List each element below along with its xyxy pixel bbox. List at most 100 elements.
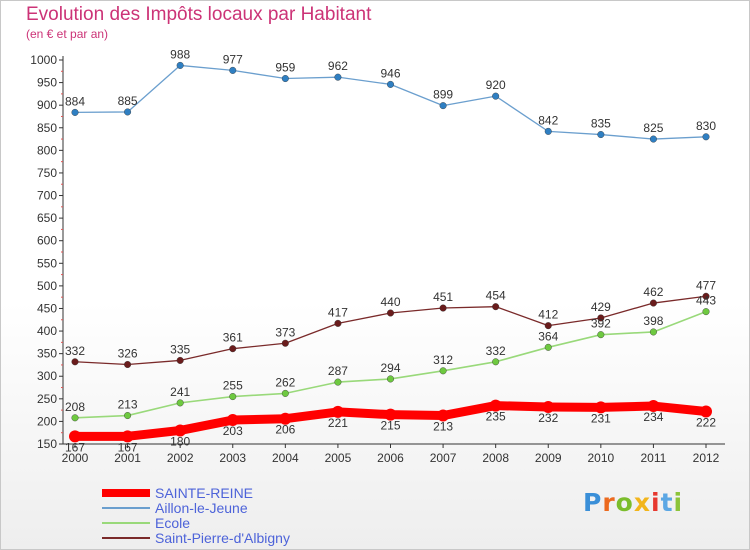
- data-label: 335: [170, 342, 190, 356]
- data-point: [387, 80, 395, 88]
- y-tick-label: 150: [37, 437, 57, 451]
- data-label: 255: [223, 379, 243, 393]
- y-tick-label: 800: [37, 143, 57, 157]
- data-label: 231: [591, 411, 611, 425]
- x-tick-label: 2012: [693, 451, 720, 465]
- data-point: [439, 367, 447, 375]
- data-label: 835: [591, 117, 611, 131]
- data-point: [544, 127, 552, 135]
- logo-letter: i: [651, 488, 661, 517]
- data-label: 417: [328, 305, 348, 319]
- data-point: [387, 375, 395, 383]
- y-tick-label: 300: [37, 369, 57, 383]
- data-point: [331, 405, 344, 418]
- y-axis: 150 200 250 300 350 400 450 500 550 600 650 700 750 8…: [30, 53, 64, 451]
- legend: SAINTE-REINEAillon-le-JeuneEcoleSaint-Pi…: [102, 485, 290, 546]
- data-label: 213: [118, 398, 138, 412]
- data-point: [649, 299, 657, 307]
- data-point: [649, 135, 657, 143]
- data-point: [69, 430, 81, 443]
- data-label: 884: [65, 94, 85, 108]
- data-point: [544, 343, 552, 351]
- y-tick-label: 1000: [30, 53, 57, 67]
- y-tick-label: 550: [37, 256, 57, 270]
- data-label: 361: [223, 331, 243, 345]
- data-label: 208: [65, 400, 85, 414]
- data-point: [229, 66, 237, 74]
- data-label: 946: [380, 66, 400, 80]
- data-point: [124, 360, 132, 368]
- data-point: [542, 400, 555, 413]
- data-label: 235: [486, 410, 506, 424]
- legend-label: Aillon-le-Jeune: [155, 500, 248, 516]
- data-label: 885: [118, 94, 138, 108]
- logo-letter: t: [660, 488, 674, 517]
- logo-letter: i: [673, 488, 684, 517]
- proxiti-logo: Proxiti: [583, 488, 683, 517]
- x-tick-label: 2005: [325, 451, 352, 465]
- x-tick-label: 2008: [482, 451, 509, 465]
- x-tick-label: 2002: [167, 451, 194, 465]
- data-point: [174, 424, 187, 437]
- x-tick-label: 2007: [430, 451, 457, 465]
- data-label: 899: [433, 88, 453, 102]
- data-point: [226, 414, 239, 427]
- x-tick-label: 2010: [587, 451, 614, 465]
- data-point: [594, 401, 607, 414]
- data-label: 977: [223, 52, 243, 66]
- x-tick-label: 2001: [114, 451, 141, 465]
- data-point: [176, 399, 184, 407]
- data-point: [439, 304, 447, 312]
- x-tick-label: 2011: [641, 451, 667, 465]
- data-point: [279, 412, 292, 425]
- y-tick-label: 400: [37, 324, 57, 338]
- data-point: [387, 309, 395, 317]
- x-tick-label: 2006: [377, 451, 404, 465]
- data-label: 462: [643, 285, 663, 299]
- data-label: 412: [538, 308, 558, 322]
- y-tick-label: 950: [37, 76, 57, 90]
- data-point: [702, 292, 710, 300]
- legend-label: SAINTE-REINE: [155, 485, 253, 501]
- data-label: 203: [223, 424, 243, 438]
- x-tick-label: 2009: [535, 451, 562, 465]
- data-label: 477: [696, 278, 716, 292]
- data-point: [597, 331, 605, 339]
- data-label: 398: [643, 314, 663, 328]
- data-label: 167: [65, 440, 85, 454]
- y-tick-label: 650: [37, 211, 57, 225]
- data-point: [281, 75, 289, 83]
- data-point: [281, 339, 289, 347]
- logo-letter: P: [583, 488, 603, 517]
- chart-title: Evolution des Impôts locaux par Habitant: [26, 4, 372, 25]
- data-label: 234: [643, 410, 663, 424]
- data-label: 213: [433, 420, 453, 434]
- series-lines: [69, 61, 712, 443]
- data-point: [649, 328, 657, 336]
- y-tick-label: 200: [37, 414, 57, 428]
- x-tick-label: 2003: [219, 451, 246, 465]
- data-label: 825: [643, 121, 663, 135]
- logo-letter: x: [633, 488, 651, 517]
- data-point: [121, 430, 134, 443]
- data-point: [384, 408, 397, 421]
- data-point: [176, 356, 184, 364]
- data-label: 451: [433, 290, 453, 304]
- data-label: 312: [433, 353, 453, 367]
- data-point: [281, 389, 289, 397]
- data-point: [229, 393, 237, 401]
- y-tick-label: 350: [37, 347, 57, 361]
- data-point: [176, 61, 184, 69]
- data-point: [124, 412, 132, 420]
- data-point: [702, 133, 710, 141]
- data-point: [702, 308, 710, 316]
- data-point: [647, 400, 660, 413]
- data-point: [492, 358, 500, 366]
- y-tick-label: 500: [37, 279, 57, 293]
- data-label: 443: [696, 294, 716, 308]
- data-label: 167: [118, 440, 138, 454]
- data-point: [597, 131, 605, 139]
- data-label: 392: [591, 317, 611, 331]
- y-tick-label: 600: [37, 234, 57, 248]
